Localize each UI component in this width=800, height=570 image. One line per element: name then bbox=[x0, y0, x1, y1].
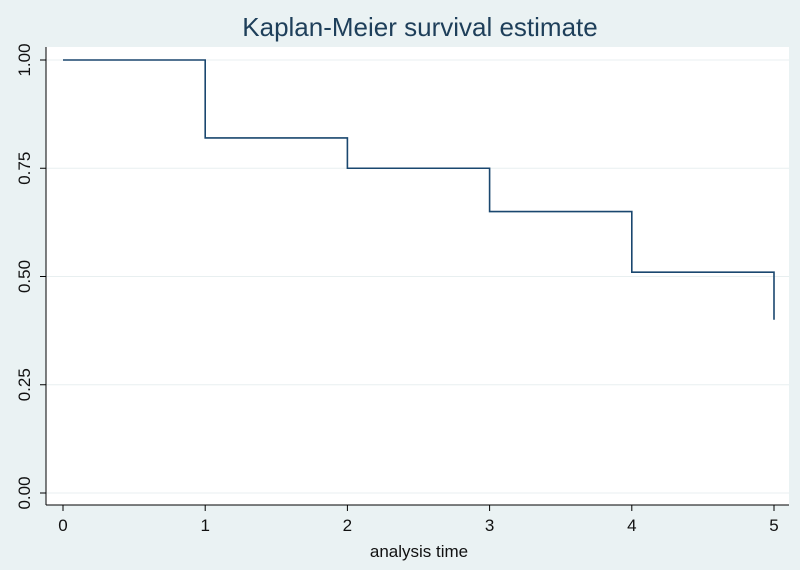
x-axis: 0 1 2 3 4 5 bbox=[46, 504, 789, 535]
chart-title: Kaplan-Meier survival estimate bbox=[242, 12, 597, 42]
y-axis: 0.00 0.25 0.50 0.75 1.00 bbox=[15, 43, 47, 510]
x-tick-label-5: 5 bbox=[769, 516, 778, 535]
x-tick-label-0: 0 bbox=[58, 516, 67, 535]
x-tick-label-3: 3 bbox=[485, 516, 494, 535]
y-tick-label-4: 1.00 bbox=[15, 43, 34, 76]
survival-curve bbox=[63, 59, 775, 320]
y-tick-label-0: 0.00 bbox=[15, 476, 34, 509]
y-tick-label-1: 0.25 bbox=[15, 368, 34, 401]
x-tick-label-4: 4 bbox=[627, 516, 636, 535]
y-tick-label-2: 0.50 bbox=[15, 260, 34, 293]
x-axis-label: analysis time bbox=[370, 542, 468, 561]
y-tick-label-3: 0.75 bbox=[15, 152, 34, 185]
x-tick-label-1: 1 bbox=[200, 516, 209, 535]
x-tick-label-2: 2 bbox=[343, 516, 352, 535]
